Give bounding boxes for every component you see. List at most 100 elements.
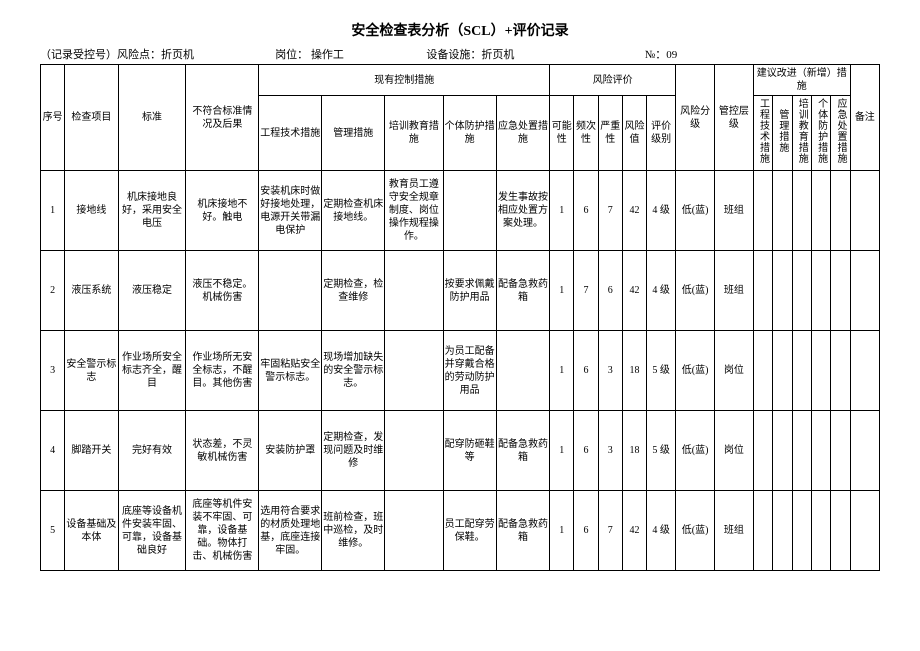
cell: 6 [574,331,598,411]
cell: 定期检查，发现问题及时维修 [322,411,385,491]
th-s-train: 培训教育措施 [792,96,811,171]
cell: 选用符合要求的材质处理地基，底座连接牢固。 [259,491,322,571]
cell: 5 级 [647,411,676,491]
th-ctrl-level: 管控层级 [714,65,753,171]
cell: 班前检查，班中巡检，及时维修。 [322,491,385,571]
table-row: 5设备基础及本体底座等设备机件安装牢固、可靠，设备基础良好底座等机件安装不牢固、… [41,491,880,571]
cell [811,411,830,491]
cell: 低(蓝) [676,171,715,251]
cell: 6 [598,251,622,331]
cell: 发生事故按相应处置方案处理。 [496,171,549,251]
th-item: 检查项目 [65,65,118,171]
cell [753,171,772,251]
cell [792,411,811,491]
cell: 7 [598,491,622,571]
cell [850,171,879,251]
cell [753,411,772,491]
cell: 液压不稳定。机械伤害 [186,251,259,331]
cell: 安全警示标志 [65,331,118,411]
cell: 7 [598,171,622,251]
cell [792,171,811,251]
cell [773,251,792,331]
cell: 1 [550,491,574,571]
scl-table: 序号 检查项目 标准 不符合标准情况及后果 现有控制措施 风险评价 风险分级 管… [40,64,880,571]
meta-no: №：09 [645,46,771,62]
cell [831,171,850,251]
cell [850,251,879,331]
cell [850,491,879,571]
cell: 3 [41,331,65,411]
cell [811,491,830,571]
cell: 脚踏开关 [65,411,118,491]
cell [753,331,772,411]
cell: 低(蓝) [676,251,715,331]
cell: 岗位 [714,411,753,491]
th-eng: 工程技术措施 [259,96,322,171]
cell: 5 [41,491,65,571]
cell: 6 [574,491,598,571]
th-riskval: 风险值 [622,96,646,171]
cell: 配备急救药箱 [496,251,549,331]
cell [385,331,443,411]
cell [773,171,792,251]
table-row: 1接地线机床接地良好，采用安全电压机床接地不好。触电安装机床时做好接地处理，电源… [41,171,880,251]
th-risk-group: 风险评价 [550,65,676,96]
cell: 定期检查机床接地线。 [322,171,385,251]
cell [831,331,850,411]
cell [773,491,792,571]
table-row: 3安全警示标志作业场所安全标志齐全，醒目作业场所无安全标志，不醒目。其他伤害牢固… [41,331,880,411]
th-s-eng: 工程技术措施 [753,96,772,171]
th-remark: 备注 [850,65,879,171]
cell: 液压系统 [65,251,118,331]
cell: 牢固粘贴安全警示标志。 [259,331,322,411]
cell: 3 [598,331,622,411]
th-seq: 序号 [41,65,65,171]
th-mgmt: 管理措施 [322,96,385,171]
cell: 4 [41,411,65,491]
cell [496,331,549,411]
th-s-ppe: 个体防护措施 [811,96,830,171]
cell: 低(蓝) [676,331,715,411]
cell: 6 [574,171,598,251]
cell: 18 [622,411,646,491]
cell: 机床接地不好。触电 [186,171,259,251]
th-freq: 频次性 [574,96,598,171]
cell: 配备急救药箱 [496,491,549,571]
cell [259,251,322,331]
cell: 低(蓝) [676,411,715,491]
cell: 1 [550,331,574,411]
th-train: 培训教育措施 [385,96,443,171]
cell [792,491,811,571]
cell: 3 [598,411,622,491]
meta-post-label: 岗位： [275,49,308,61]
th-ppe: 个体防护措施 [443,96,496,171]
cell: 班组 [714,251,753,331]
cell [792,331,811,411]
th-nonconf: 不符合标准情况及后果 [186,65,259,171]
cell: 低(蓝) [676,491,715,571]
cell [385,411,443,491]
meta-equip: 设备设施：折页机 [426,46,644,62]
th-current-group: 现有控制措施 [259,65,550,96]
cell: 底座等设备机件安装牢固、可靠，设备基础良好 [118,491,186,571]
cell: 2 [41,251,65,331]
cell: 安装防护罩 [259,411,322,491]
cell [811,331,830,411]
cell [811,251,830,331]
cell: 作业场所无安全标志，不醒目。其他伤害 [186,331,259,411]
cell [850,331,879,411]
th-standard: 标准 [118,65,186,171]
cell [831,251,850,331]
cell [753,491,772,571]
cell: 现场增加缺失的安全警示标志。 [322,331,385,411]
cell: 配穿防砸鞋等 [443,411,496,491]
doc-title: 安全检查表分析（SCL）+评价记录 [40,20,880,40]
th-s-emerg: 应急处置措施 [831,96,850,171]
meta-row: （记录受控号）风险点：折页机 岗位： 操作工 设备设施：折页机 №：09 [40,46,880,62]
cell: 班组 [714,171,753,251]
table-row: 4脚踏开关完好有效状态差，不灵敏机械伤害安装防护罩定期检查，发现问题及时维修配穿… [41,411,880,491]
cell [831,411,850,491]
cell: 配备急救药箱 [496,411,549,491]
meta-record: （记录受控号）风险点：折页机 [40,46,275,62]
cell: 为员工配备并穿戴合格的劳动防护用品 [443,331,496,411]
